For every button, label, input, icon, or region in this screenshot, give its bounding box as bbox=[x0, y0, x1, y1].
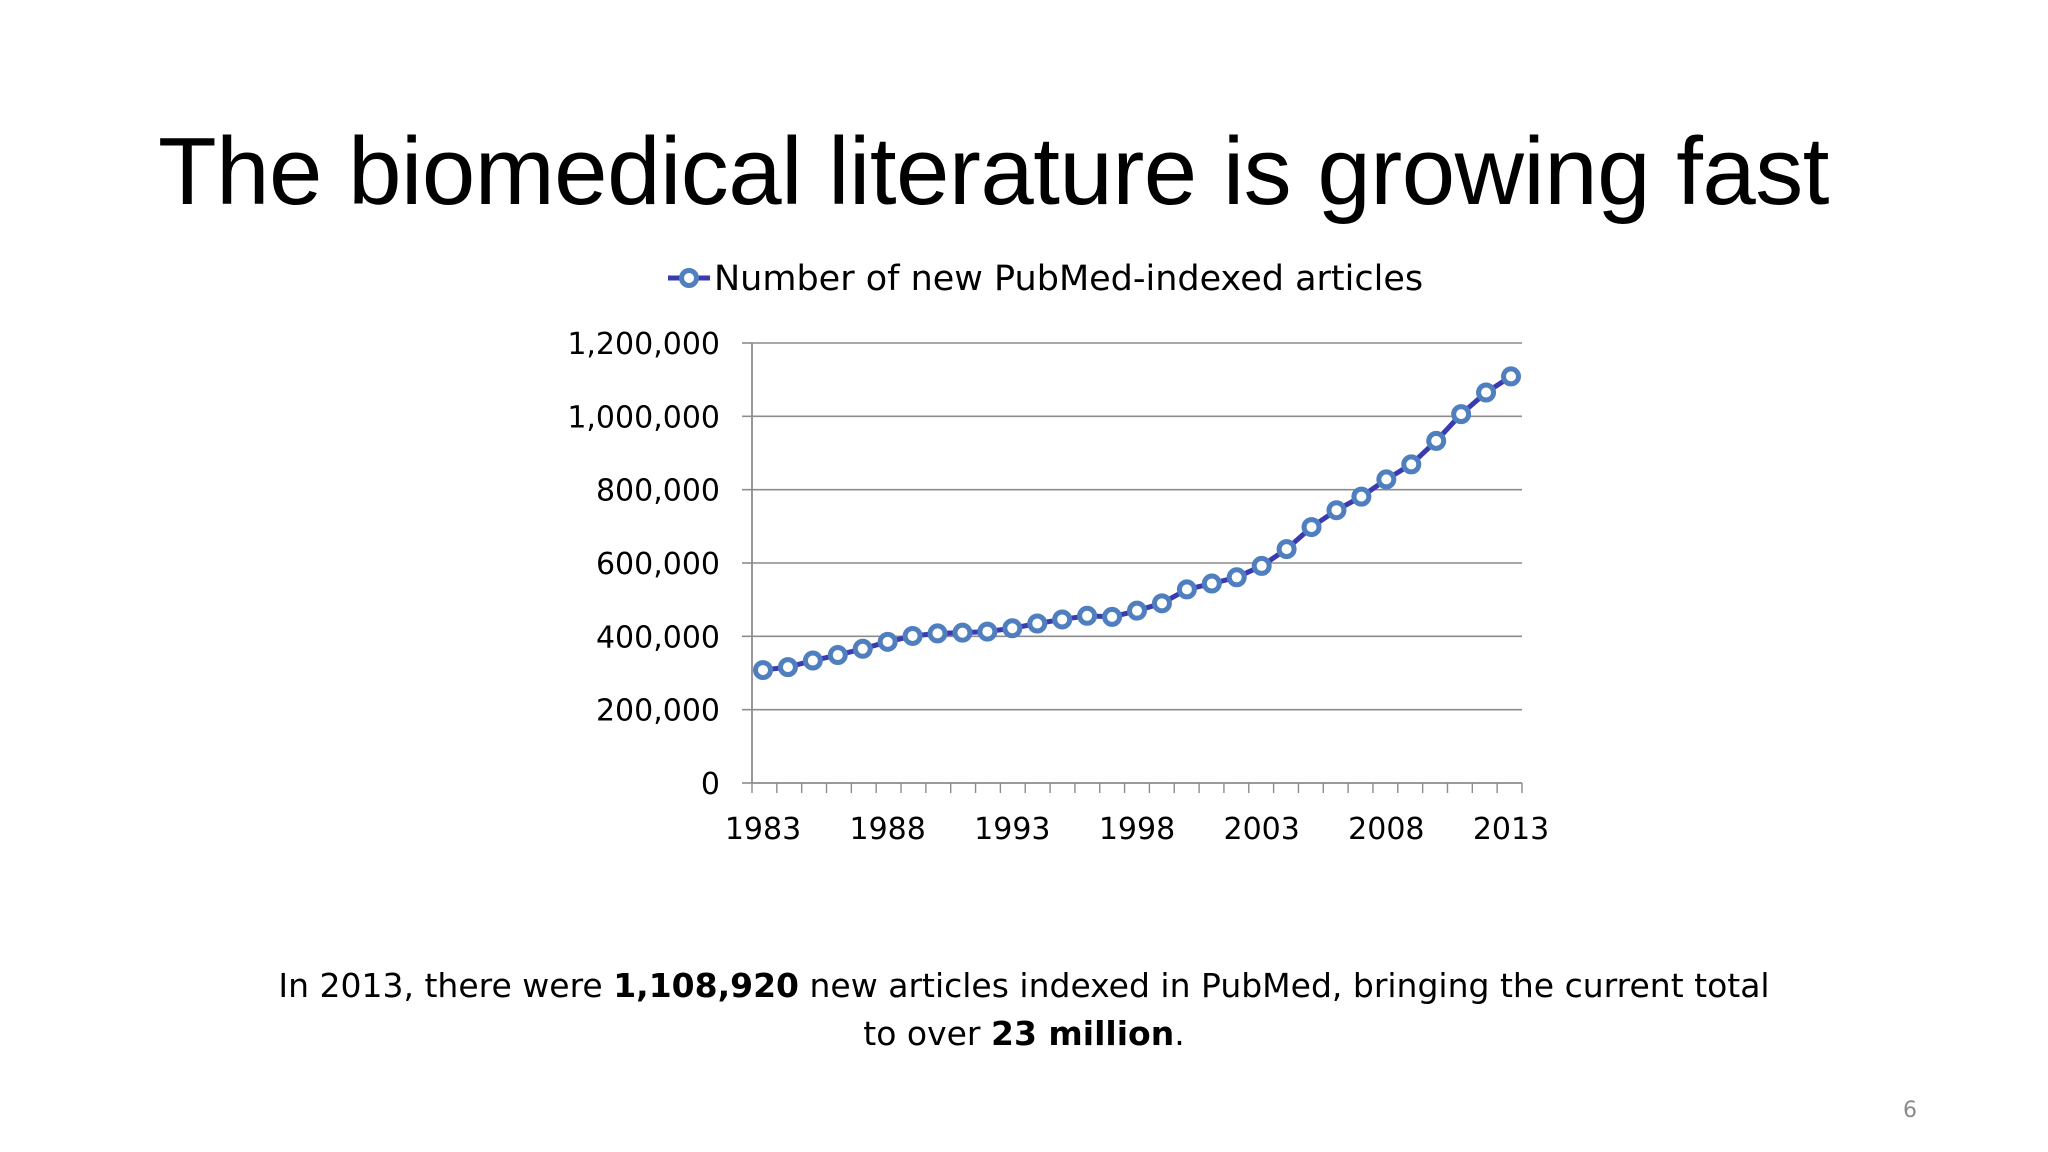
x-tick-label: 1998 bbox=[1099, 812, 1175, 847]
data-point bbox=[1376, 469, 1397, 490]
x-tick-labels: 1983 1988 1993 1998 2003 2008 2013 bbox=[725, 812, 1549, 847]
y-tick-labels: 0 200,000 400,000 600,000 800,000 1,000,000 1,… bbox=[567, 327, 720, 802]
data-point bbox=[827, 645, 848, 666]
y-tick-label: 0 bbox=[701, 767, 720, 802]
page-number: 6 bbox=[1903, 1098, 1917, 1123]
x-tick-label: 1993 bbox=[974, 812, 1050, 847]
data-point bbox=[952, 622, 973, 643]
y-tick-label: 1,000,000 bbox=[567, 400, 720, 435]
legend-marker-swatch bbox=[679, 268, 699, 288]
x-tick-label: 2008 bbox=[1348, 812, 1424, 847]
caption-text: In 2013, there were bbox=[278, 966, 614, 1005]
data-point bbox=[927, 623, 948, 644]
caption-highlight-total: 23 million bbox=[990, 1014, 1175, 1053]
chart-axes bbox=[742, 342, 1523, 793]
data-point bbox=[1276, 539, 1297, 560]
x-tick-label: 1983 bbox=[725, 812, 801, 847]
caption-text: new articles indexed in PubMed, bringing… bbox=[799, 966, 1770, 1005]
data-point bbox=[1201, 573, 1222, 594]
data-point bbox=[1351, 486, 1372, 507]
data-point bbox=[1451, 404, 1472, 425]
x-tick-label: 2013 bbox=[1473, 812, 1549, 847]
data-point bbox=[1251, 555, 1272, 576]
data-point bbox=[802, 650, 823, 671]
data-point bbox=[1426, 430, 1447, 451]
data-point bbox=[1127, 600, 1147, 621]
data-point bbox=[877, 631, 898, 652]
y-tick-label: 200,000 bbox=[596, 694, 720, 729]
series-articles bbox=[753, 366, 1521, 681]
data-point bbox=[1226, 567, 1247, 588]
x-tick-label: 2003 bbox=[1223, 812, 1299, 847]
data-point bbox=[977, 621, 998, 642]
data-point bbox=[1501, 366, 1521, 387]
caption-text: . bbox=[1174, 1014, 1185, 1053]
slide-title: The biomedical literature is growing fas… bbox=[158, 118, 1829, 225]
caption-line-1: In 2013, there were 1,108,920 new articl… bbox=[250, 962, 1798, 1010]
x-tick-label: 1988 bbox=[849, 812, 925, 847]
caption: In 2013, there were 1,108,920 new articl… bbox=[250, 962, 1798, 1058]
data-point bbox=[777, 657, 798, 678]
data-point bbox=[1102, 606, 1123, 627]
data-point bbox=[1401, 454, 1422, 475]
series-line bbox=[762, 374, 1513, 673]
data-point bbox=[1326, 500, 1347, 521]
data-point bbox=[1151, 593, 1172, 614]
caption-text: to over bbox=[863, 1014, 991, 1053]
data-point bbox=[1476, 382, 1497, 403]
data-point bbox=[1002, 618, 1023, 639]
caption-highlight-count: 1,108,920 bbox=[613, 966, 800, 1005]
data-point bbox=[852, 638, 873, 659]
data-point bbox=[1176, 579, 1197, 600]
caption-line-2: to over 23 million. bbox=[250, 1010, 1798, 1058]
y-tick-label: 400,000 bbox=[596, 620, 720, 655]
y-tick-label: 1,200,000 bbox=[567, 327, 720, 362]
y-tick-label: 800,000 bbox=[596, 474, 720, 509]
data-point bbox=[753, 660, 773, 681]
data-point bbox=[1052, 609, 1073, 630]
legend-label: Number of new PubMed-indexed articles bbox=[714, 259, 1423, 299]
data-point bbox=[1301, 517, 1322, 538]
data-point bbox=[1077, 605, 1098, 626]
y-tick-label: 600,000 bbox=[596, 547, 720, 582]
chart-legend: Number of new PubMed-indexed articles bbox=[668, 259, 1423, 299]
data-point bbox=[902, 625, 923, 646]
data-point bbox=[1027, 613, 1048, 634]
